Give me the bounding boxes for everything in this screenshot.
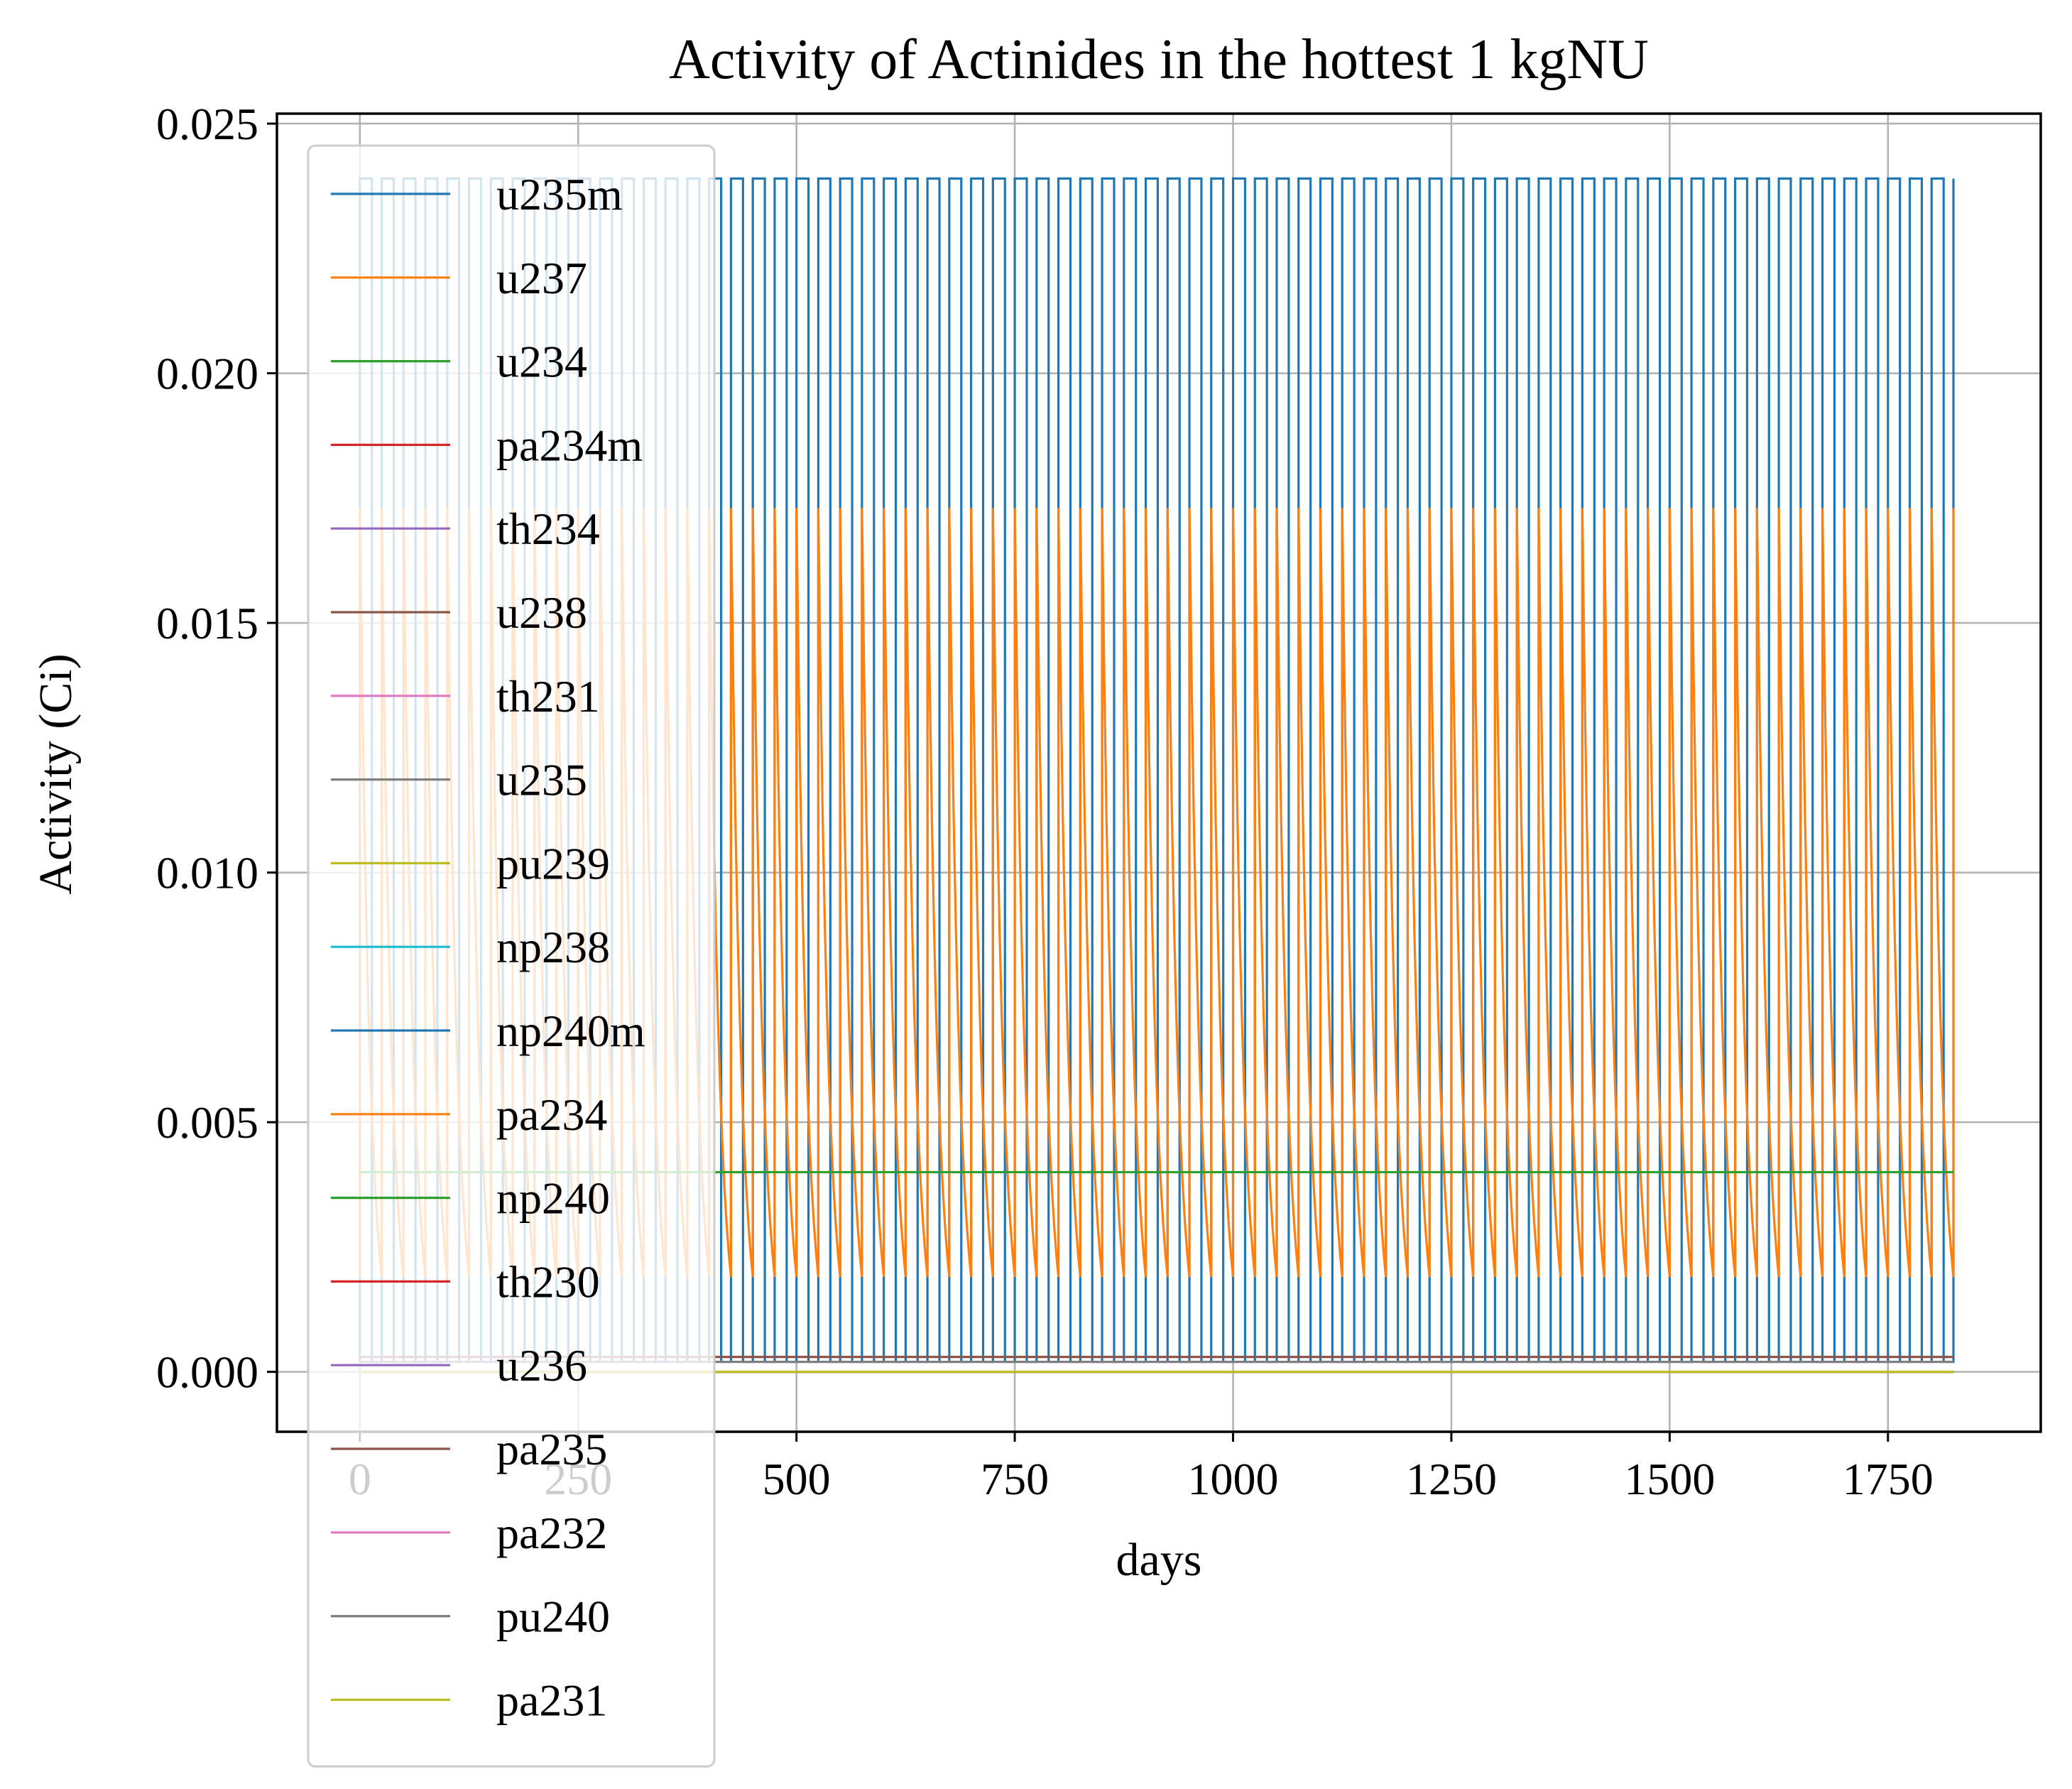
legend-label-u236: u236 <box>496 1340 587 1391</box>
legend-label-u235: u235 <box>496 755 587 805</box>
legend-label-np238: np238 <box>496 922 610 972</box>
legend-box <box>307 144 716 1768</box>
x-tick-label: 500 <box>763 1454 831 1504</box>
legend-label-pa234m: pa234m <box>496 420 643 470</box>
chart-title: Activity of Actinides in the hottest 1 k… <box>669 28 1649 91</box>
y-tick-label: 0.005 <box>156 1097 258 1148</box>
legend-label-th231: th231 <box>496 671 600 722</box>
legend-label-u237: u237 <box>496 253 587 303</box>
y-tick-label: 0.025 <box>156 99 258 149</box>
legend-label-pa235: pa235 <box>496 1424 607 1474</box>
y-tick-label: 0.010 <box>156 848 258 898</box>
legend-label-pa234: pa234 <box>496 1089 607 1140</box>
legend-label-th230: th230 <box>496 1256 600 1307</box>
legend-label-u234: u234 <box>496 337 587 387</box>
legend-label-pa232: pa232 <box>496 1508 607 1558</box>
x-axis-label: days <box>1116 1534 1202 1586</box>
legend-label-pa231: pa231 <box>496 1675 607 1725</box>
legend-label-np240m: np240m <box>496 1006 645 1056</box>
y-tick-label: 0.000 <box>156 1347 258 1398</box>
x-tick-label: 1000 <box>1188 1454 1279 1504</box>
axes-frame <box>276 112 2042 1433</box>
y-tick-label: 0.015 <box>156 598 258 648</box>
y-axis-label: Activity (Ci) <box>30 653 82 894</box>
legend-label-u235m: u235m <box>496 169 623 219</box>
legend-label-pu240: pu240 <box>496 1592 610 1642</box>
x-tick-label: 1500 <box>1624 1454 1715 1504</box>
legend: u235m u237 u234 pa234m th234 u238 th231 u235 pu2… <box>307 144 716 1768</box>
x-tick-label: 1250 <box>1406 1454 1497 1504</box>
legend-label-np240: np240 <box>496 1173 610 1224</box>
legend-label-u238: u238 <box>496 587 587 638</box>
x-tick-label: 750 <box>981 1454 1049 1504</box>
legend-label-pu239: pu239 <box>496 838 610 888</box>
x-tick-label: 1750 <box>1843 1454 1934 1504</box>
y-tick-label: 0.020 <box>156 349 258 399</box>
legend-label-th234: th234 <box>496 504 600 554</box>
